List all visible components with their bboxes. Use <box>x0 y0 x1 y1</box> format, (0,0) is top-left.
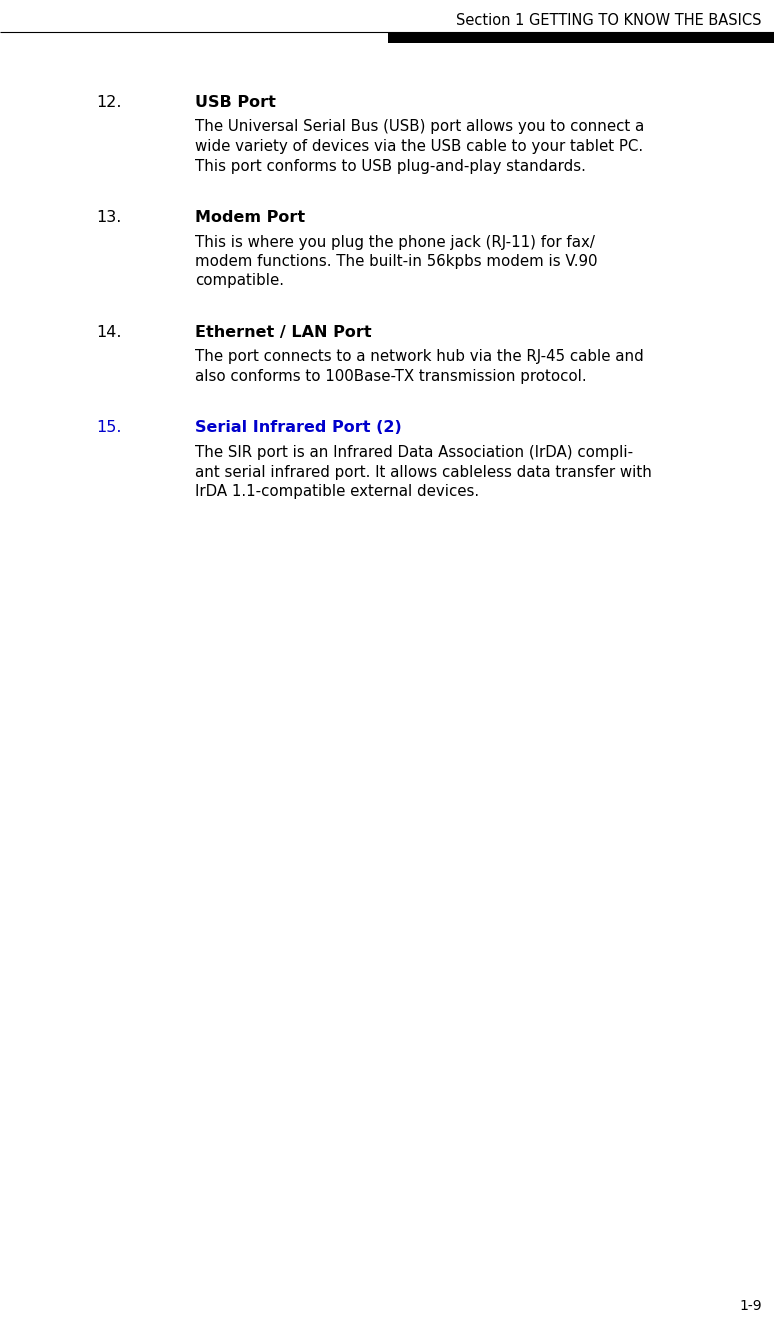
Text: 13.: 13. <box>97 210 122 226</box>
Text: The Universal Serial Bus (USB) port allows you to connect a: The Universal Serial Bus (USB) port allo… <box>195 119 644 134</box>
Text: 14.: 14. <box>97 325 122 340</box>
Text: modem functions. The built-in 56kpbs modem is V.90: modem functions. The built-in 56kpbs mod… <box>195 253 598 269</box>
Text: also conforms to 100Base-TX transmission protocol.: also conforms to 100Base-TX transmission… <box>195 369 587 384</box>
Text: This port conforms to USB plug-and-play standards.: This port conforms to USB plug-and-play … <box>195 158 586 174</box>
Text: wide variety of devices via the USB cable to your tablet PC.: wide variety of devices via the USB cabl… <box>195 139 643 154</box>
Text: Ethernet / LAN Port: Ethernet / LAN Port <box>195 325 372 340</box>
Text: ant serial infrared port. It allows cableless data transfer with: ant serial infrared port. It allows cabl… <box>195 464 652 479</box>
Text: 12.: 12. <box>97 96 122 110</box>
Text: Modem Port: Modem Port <box>195 210 305 226</box>
Text: 15.: 15. <box>97 421 122 435</box>
Text: The SIR port is an Infrared Data Association (IrDA) compli-: The SIR port is an Infrared Data Associa… <box>195 445 633 460</box>
Text: Serial Infrared Port (2): Serial Infrared Port (2) <box>195 421 402 435</box>
Bar <box>388 32 774 42</box>
Text: IrDA 1.1-compatible external devices.: IrDA 1.1-compatible external devices. <box>195 484 479 499</box>
Text: compatible.: compatible. <box>195 273 284 288</box>
Text: 1-9: 1-9 <box>739 1299 762 1312</box>
Text: This is where you plug the phone jack (RJ-11) for fax/: This is where you plug the phone jack (R… <box>195 235 595 249</box>
Text: USB Port: USB Port <box>195 96 276 110</box>
Text: Section 1 GETTING TO KNOW THE BASICS: Section 1 GETTING TO KNOW THE BASICS <box>457 13 762 28</box>
Text: The port connects to a network hub via the RJ-45 cable and: The port connects to a network hub via t… <box>195 349 644 365</box>
